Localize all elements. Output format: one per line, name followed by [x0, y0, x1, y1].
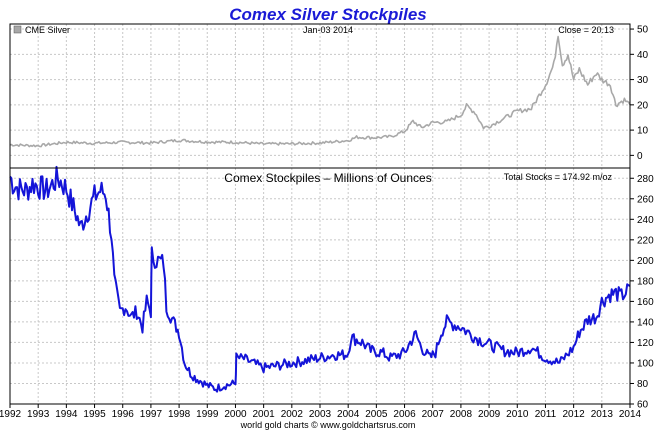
y-tick-label: 40 [637, 50, 649, 61]
y-tick-label: 0 [637, 151, 643, 162]
y-tick-label: 80 [637, 379, 649, 390]
x-tick-label: 2001 [253, 409, 276, 420]
y-tick-label: 50 [637, 25, 649, 36]
credit-text: world gold charts © www.goldchartsrus.co… [240, 420, 416, 430]
y-tick-label: 240 [637, 215, 654, 226]
y-tick-label: 10 [637, 126, 649, 137]
close-label: Close = 20.13 [558, 25, 614, 35]
silver-y-tick-labels: 0 10 20 30 40 50 [637, 25, 649, 162]
silver-price-series-line [9, 35, 631, 148]
x-tick-label: 1996 [112, 409, 135, 420]
x-tick-label: 2010 [506, 409, 529, 420]
x-tick-label: 2011 [535, 409, 557, 420]
x-tick-labels: 1992 1993 1994 1995 1996 1997 1998 1999 2000 2001… [0, 409, 642, 420]
total-stocks-label: Total Stocks = 174.92 m/oz [504, 172, 613, 182]
x-tick-label: 2000 [224, 409, 247, 420]
x-tick-label: 2002 [281, 409, 304, 420]
x-tick-label: 2008 [450, 409, 473, 420]
axis-ticks [9, 28, 634, 408]
stocks-panel-title: Comex Stockpiles – Millions of Ounces [224, 171, 431, 185]
comex-stocks-series-line [9, 165, 631, 393]
x-tick-label: 1995 [83, 409, 106, 420]
y-tick-label: 100 [637, 358, 654, 369]
x-tick-label: 2006 [393, 409, 416, 420]
y-tick-label: 60 [637, 400, 649, 411]
x-tick-label: 2014 [619, 409, 642, 420]
y-tick-label: 220 [637, 235, 654, 246]
stocks-y-tick-labels: 60 80 100 120 140 160 180 200 220 240 260 280 [637, 174, 654, 411]
y-tick-label: 200 [637, 256, 654, 267]
y-tick-label: 20 [637, 100, 649, 111]
y-tick-label: 260 [637, 194, 654, 205]
y-tick-label: 280 [637, 174, 654, 185]
x-tick-label: 1993 [27, 409, 50, 420]
x-tick-label: 2012 [563, 409, 586, 420]
x-tick-label: 1992 [0, 409, 22, 420]
legend-swatch-icon [13, 25, 22, 34]
x-tick-label: 2009 [478, 409, 501, 420]
x-tick-label: 1999 [196, 409, 219, 420]
y-tick-label: 120 [637, 338, 654, 349]
x-tick-label: 1994 [55, 409, 78, 420]
legend-label: CME Silver [25, 25, 70, 35]
x-tick-label: 2004 [337, 409, 360, 420]
x-tick-label: 2013 [591, 409, 614, 420]
y-tick-label: 180 [637, 276, 654, 287]
y-tick-label: 30 [637, 75, 649, 86]
x-tick-label: 2005 [365, 409, 388, 420]
x-tick-label: 1998 [168, 409, 191, 420]
y-tick-label: 160 [637, 297, 654, 308]
x-tick-label: 2003 [309, 409, 332, 420]
y-tick-label: 140 [637, 317, 654, 328]
x-tick-label: 2007 [422, 409, 445, 420]
date-label: Jan-03 2014 [303, 25, 353, 35]
x-tick-label: 1997 [140, 409, 163, 420]
chart-title: Comex Silver Stockpiles [229, 5, 426, 24]
